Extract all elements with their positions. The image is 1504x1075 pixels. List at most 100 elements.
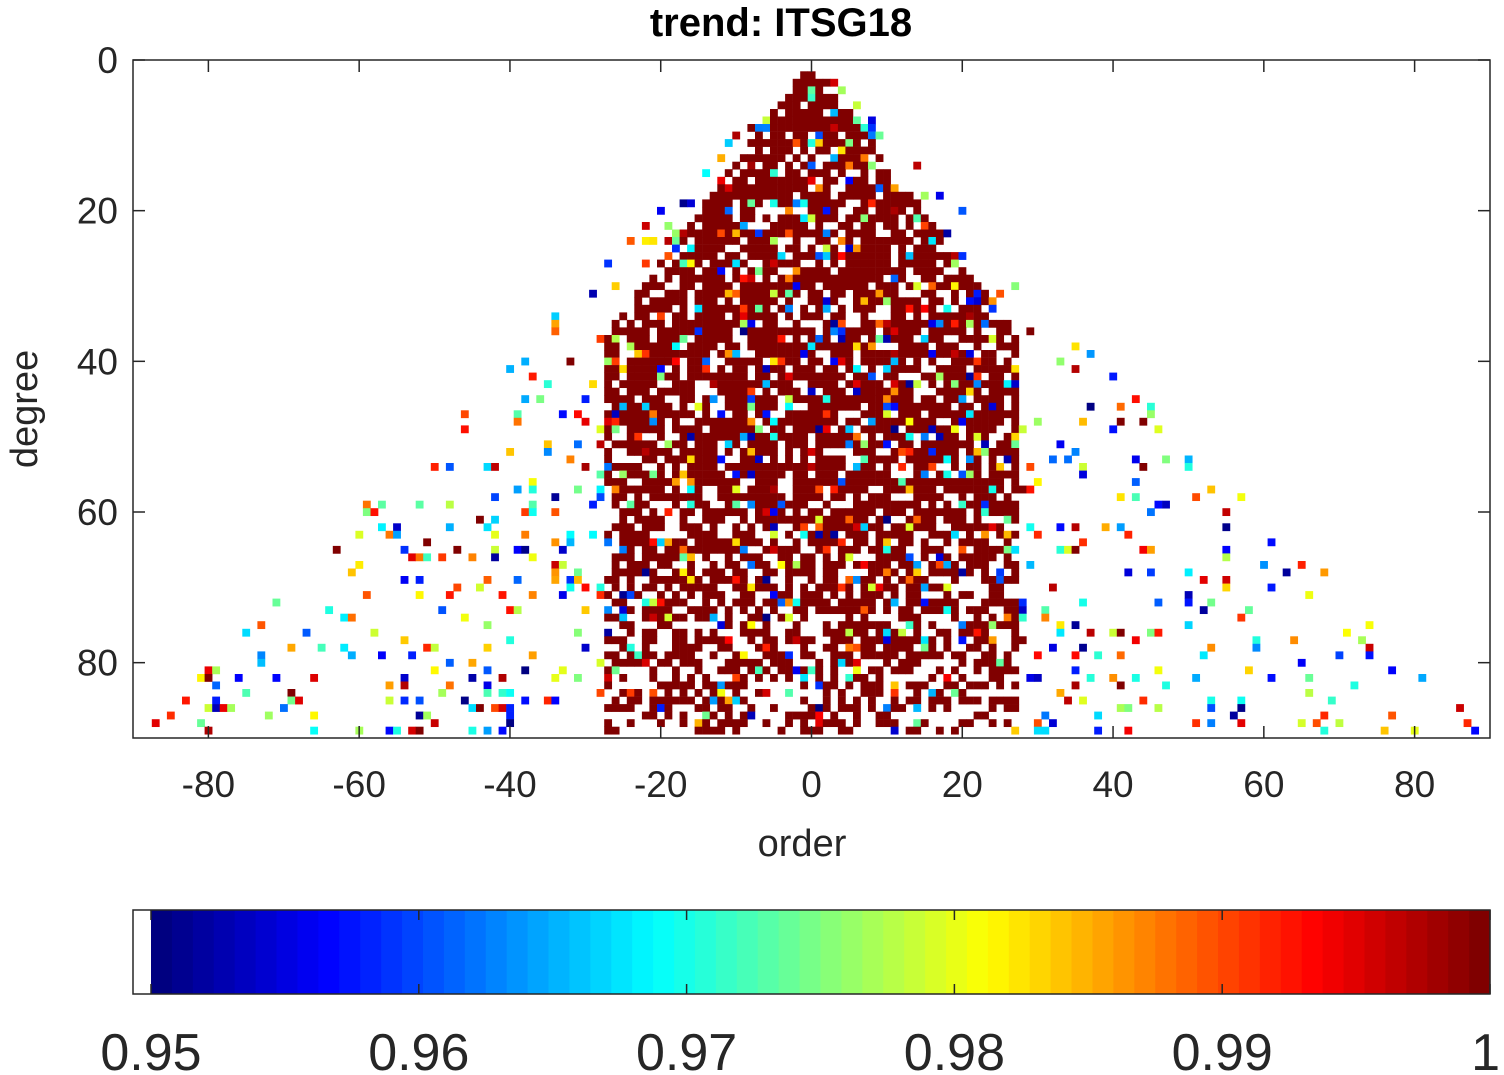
heatmap-cell: [415, 553, 424, 562]
heatmap-cell: [709, 478, 718, 486]
heatmap-cell: [792, 410, 801, 419]
heatmap-cell: [837, 402, 846, 411]
heatmap-cell: [988, 463, 997, 471]
heatmap-cell: [890, 500, 899, 509]
heatmap-cell: [837, 357, 846, 366]
heatmap-cell: [928, 448, 937, 456]
heatmap-cell: [739, 282, 748, 291]
heatmap-cell: [709, 636, 718, 645]
heatmap-cell: [460, 696, 469, 705]
heatmap-cell: [762, 274, 771, 283]
heatmap-cell: [747, 553, 756, 562]
heatmap-cell: [1131, 478, 1140, 486]
heatmap-cell: [717, 425, 726, 434]
heatmap-cell: [724, 606, 733, 615]
heatmap-cell: [868, 191, 876, 200]
heatmap-cell: [694, 726, 703, 735]
heatmap-cell: [853, 274, 861, 283]
heatmap-cell: [634, 448, 643, 456]
heatmap-cell: [619, 402, 628, 411]
heatmap-cell: [792, 485, 801, 494]
heatmap-cell: [611, 282, 620, 291]
heatmap-cell: [905, 222, 914, 230]
heatmap-cell: [777, 380, 786, 389]
heatmap-cell: [657, 410, 665, 419]
heatmap-cell: [785, 561, 793, 569]
heatmap-cell: [694, 259, 703, 268]
heatmap-cell: [935, 252, 944, 260]
heatmap-cell: [1305, 591, 1314, 599]
heatmap-cell: [626, 357, 635, 366]
heatmap-cell: [785, 146, 793, 155]
heatmap-cell: [981, 508, 989, 517]
heatmap-cell: [815, 485, 824, 494]
heatmap-cell: [890, 229, 899, 238]
heatmap-cell: [913, 350, 922, 358]
heatmap-cell: [1086, 628, 1095, 637]
heatmap-cell: [611, 425, 620, 434]
heatmap-cell: [657, 658, 665, 667]
heatmap-cell: [634, 357, 643, 366]
colorbar-segment: [590, 910, 612, 994]
colorbar-segment: [1364, 910, 1386, 994]
heatmap-cell: [792, 493, 801, 502]
heatmap-cell: [981, 606, 989, 615]
heatmap-cell: [807, 493, 816, 502]
heatmap-cell: [468, 553, 477, 562]
heatmap-cell: [837, 538, 846, 547]
heatmap-cell: [800, 568, 809, 577]
heatmap-cell: [611, 478, 620, 486]
heatmap-cell: [860, 606, 869, 615]
heatmap-cell: [815, 508, 824, 517]
colorbar-segment: [1280, 910, 1303, 994]
heatmap-cell: [755, 628, 763, 637]
heatmap-cell: [634, 425, 643, 434]
heatmap-cell: [739, 312, 748, 321]
heatmap-cell: [966, 440, 974, 449]
heatmap-cell: [958, 395, 967, 404]
heatmap-cell: [815, 598, 824, 607]
heatmap-cell: [747, 319, 756, 328]
heatmap-cell: [1049, 643, 1057, 652]
heatmap-cell: [958, 417, 967, 426]
heatmap-cell: [679, 335, 688, 343]
heatmap-cell: [928, 282, 937, 291]
heatmap-cell: [400, 545, 409, 554]
heatmap-cell: [860, 463, 869, 471]
colorbar-segment: [736, 910, 759, 994]
colorbar-segment: [862, 910, 884, 994]
heatmap-cell: [943, 530, 952, 539]
heatmap-cell: [890, 206, 899, 215]
heatmap-cell: [830, 244, 839, 253]
heatmap-cell: [830, 530, 839, 539]
heatmap-cell: [204, 704, 213, 712]
heatmap-cell: [868, 184, 876, 193]
heatmap-cell: [770, 146, 778, 155]
heatmap-cell: [928, 530, 937, 539]
heatmap-cell: [687, 576, 695, 584]
heatmap-cell: [739, 598, 748, 607]
heatmap-cell: [604, 463, 613, 471]
heatmap-cell: [687, 606, 695, 615]
heatmap-cell: [770, 538, 778, 547]
heatmap-cell: [611, 402, 620, 411]
heatmap-cell: [732, 485, 741, 494]
heatmap-cell: [928, 508, 937, 517]
heatmap-cell: [785, 530, 793, 539]
heatmap-cell: [837, 561, 846, 569]
heatmap-cell: [649, 485, 658, 494]
heatmap-cell: [717, 726, 726, 735]
heatmap-cell: [958, 380, 967, 389]
heatmap-cell: [905, 485, 914, 494]
heatmap-cell: [694, 583, 703, 592]
heatmap-cell: [860, 538, 869, 547]
heatmap-cell: [717, 274, 726, 283]
heatmap-cell: [687, 591, 695, 599]
heatmap-cell: [724, 191, 733, 200]
heatmap-cell: [966, 523, 974, 532]
heatmap-cell: [868, 478, 876, 486]
heatmap-cell: [687, 508, 695, 517]
heatmap-cell: [928, 252, 937, 260]
heatmap-cell: [679, 658, 688, 667]
